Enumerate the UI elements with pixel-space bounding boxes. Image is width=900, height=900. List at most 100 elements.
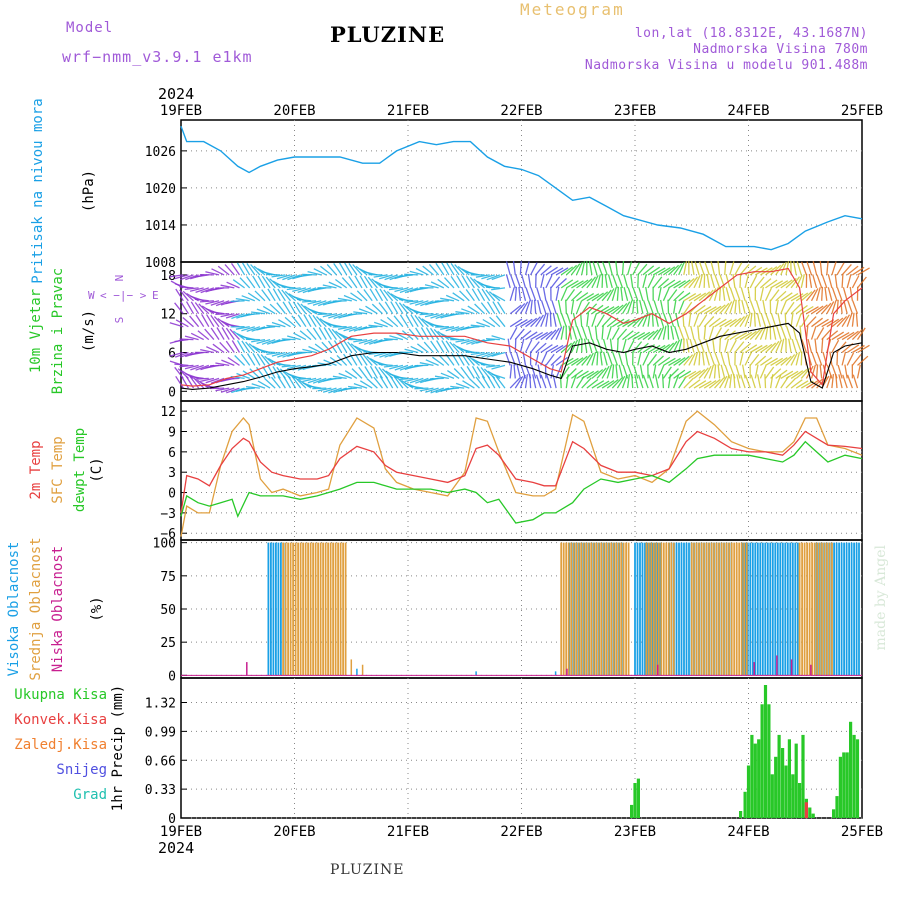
wind-arrow [805,365,814,379]
wind-arrow [182,290,194,302]
wind-arrow [333,313,347,320]
wind-arrow [836,299,839,314]
wind-arrow [808,273,813,289]
wind-arrow [571,326,578,340]
wind-arrow [632,299,635,314]
wind-arrow [703,380,717,389]
wind-arrow [179,338,194,341]
wind-arrow [374,366,384,379]
wind-arrow [831,331,845,341]
wind-arrow [698,305,712,315]
pressure-units: (hPa) [81,170,97,212]
wind-arrow [795,274,803,289]
wind-arrow [615,260,619,275]
wind-arrow [286,287,301,291]
precip-bar [808,807,812,818]
wind-arrow [476,321,490,328]
wind-arrow [505,274,511,289]
wind-arrow [630,273,634,288]
wind-arrow [826,301,835,315]
wind-arrow [765,357,778,366]
compass-horizontal: < −|− > [100,289,147,302]
wind-arrow [302,348,317,354]
wind-arrow [509,377,521,389]
wind-arrow [336,354,348,366]
wind-arrow [195,287,210,294]
wind-arrow [317,300,332,307]
wind-arrow [241,295,256,302]
wind-arrow [321,341,332,353]
wind-arrow [394,364,409,371]
precip-bar [811,813,815,818]
wind-arrow [536,287,542,301]
wind-arrow [359,380,373,389]
wind-arrow [169,274,184,278]
wind-arrow [363,338,378,345]
wind-arrow [535,263,546,276]
wind-arrow [204,328,215,341]
meteogram-label: Meteogram [520,0,625,19]
wind-arrow [322,313,337,318]
wind-arrow [492,375,501,389]
wind-arrow [708,326,715,340]
wind-arrow [812,274,818,289]
wind-arrow [852,300,859,314]
wind-arrow [724,364,731,379]
x-tick-label-top: 22FEB [500,103,542,119]
wind-arrow [476,366,486,379]
wind-arrow [491,274,506,281]
wind-arrow [709,274,716,289]
pressure-line [180,125,863,251]
wind-arrow [234,355,246,366]
wind-arrow [770,368,782,379]
wind-arrow [282,274,296,281]
wind-arrow [306,328,317,341]
wind-arrow [653,300,659,314]
precip-ylabel: 1hr Precip (mm) [110,685,126,811]
wind-arrow [775,280,789,289]
wind-arrow [278,319,291,328]
wind-arrow [481,274,495,280]
wind-arrow [185,274,199,281]
wind-arrow [601,365,610,379]
wind-arrow [365,305,378,315]
wind-arrow [226,281,240,289]
wind-arrow [792,261,797,276]
wind-arrow [765,313,772,327]
wind-arrow [734,262,743,276]
wind-arrow [855,312,859,327]
precip-legend-label: Zaledj.Kisa [14,737,107,753]
wind-arrow [353,311,368,315]
wind-arrow [599,351,603,366]
wind-arrow [353,338,368,343]
wind-arrow [780,355,792,366]
wind-arrow [594,325,598,340]
wind-arrow [821,319,835,328]
wind-arrow [212,343,225,354]
wind-arrow [601,289,612,302]
temperature-ytick-label: 6 [168,446,176,461]
wind-arrow [333,263,343,276]
wind-arrow [814,338,818,353]
wind-arrow [399,287,414,294]
wind-arrow [246,353,256,366]
wind-arrow [844,364,848,379]
wind-arrow [455,311,470,315]
wind-arrow [621,374,628,389]
wind-arrow [565,280,579,289]
wind-arrow [565,299,567,314]
wind-arrow [355,265,368,276]
wind-arrow [729,339,737,353]
wind-arrow [749,329,761,341]
wind-arrow [596,291,609,302]
x-tick-label-top: 24FEB [727,103,769,119]
wind-arrow [450,263,460,276]
wind-arrow [617,274,624,289]
wind-arrow [703,325,707,340]
wind-arrow [729,287,736,302]
wind-arrow [698,291,711,302]
wind-arrow [450,276,460,289]
wind-arrow [591,313,598,327]
wind-arrow [261,326,276,329]
